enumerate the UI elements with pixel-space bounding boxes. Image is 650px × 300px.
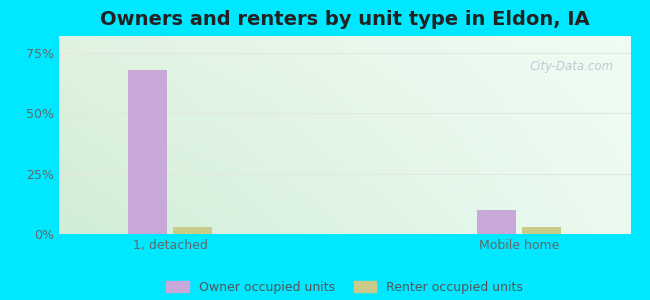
Title: Owners and renters by unit type in Eldon, IA: Owners and renters by unit type in Eldon… [99,10,590,29]
Bar [128,70,167,234]
Bar [522,227,561,234]
Legend: Owner occupied units, Renter occupied units: Owner occupied units, Renter occupied un… [161,276,528,299]
Bar [477,210,516,234]
Bar [173,227,212,234]
Text: City-Data.com: City-Data.com [529,60,614,73]
